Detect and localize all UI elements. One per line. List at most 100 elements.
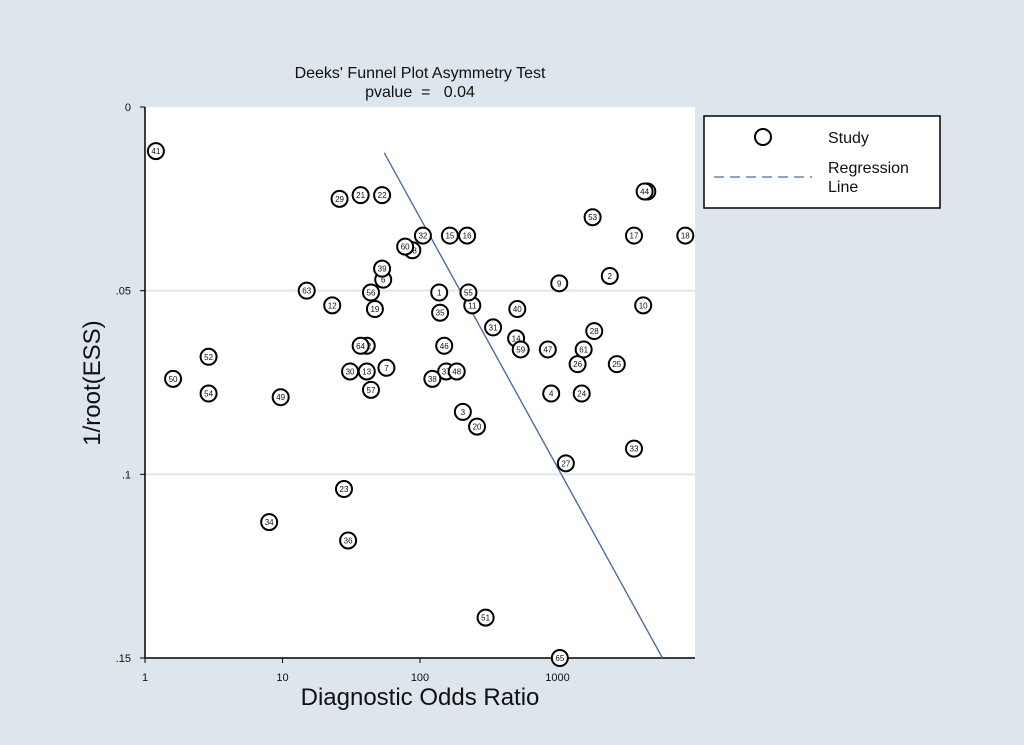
study-point: 28	[585, 322, 604, 341]
study-point: 24	[572, 384, 591, 403]
y-axis-title: 1/root(ESS)	[79, 320, 106, 445]
study-point-marker	[624, 439, 643, 458]
study-point-label: 24	[577, 390, 586, 399]
study-point: 4	[542, 384, 561, 403]
study-point: 23	[334, 480, 353, 499]
study-point: 44	[635, 182, 654, 201]
study-point: 9	[550, 274, 569, 293]
study-point-marker	[476, 608, 495, 627]
study-point-marker	[447, 362, 466, 381]
study-point-marker	[199, 384, 218, 403]
study-point-marker	[624, 226, 643, 245]
study-point-label: 57	[367, 386, 376, 395]
study-point: 27	[556, 454, 575, 473]
study-point-marker	[607, 355, 626, 374]
study-point: 52	[199, 347, 218, 366]
study-point-label: 30	[346, 367, 355, 376]
study-point-marker	[271, 388, 290, 407]
study-point: 61	[574, 340, 593, 359]
study-point: 64	[351, 336, 370, 355]
legend-study-label: Study	[828, 130, 869, 147]
study-point-label: 41	[151, 147, 160, 156]
study-point-label: 9	[557, 279, 562, 288]
study-point: 49	[271, 388, 290, 407]
study-point-marker	[430, 283, 449, 302]
study-point-label: 56	[367, 289, 376, 298]
study-point-label: 34	[265, 518, 274, 527]
study-point-label: 63	[302, 287, 311, 296]
study-point-marker	[508, 300, 527, 319]
study-point-label: 44	[640, 187, 649, 196]
study-point-label: 15	[445, 232, 454, 241]
study-point: 40	[508, 300, 527, 319]
study-point-marker	[458, 226, 477, 245]
study-point-label: 64	[356, 342, 365, 351]
study-point: 33	[624, 439, 643, 458]
study-point-marker	[361, 380, 380, 399]
study-point: 53	[583, 208, 602, 227]
study-point-label: 29	[335, 195, 344, 204]
study-point-label: 18	[681, 232, 690, 241]
study-point-label: 28	[590, 327, 599, 336]
study-point: 31	[484, 318, 503, 337]
study-point-marker	[511, 340, 530, 359]
study-point: 29	[330, 189, 349, 208]
study-point: 30	[341, 362, 360, 381]
study-point-marker	[199, 347, 218, 366]
study-point: 26	[568, 355, 587, 374]
study-point-label: 32	[418, 232, 427, 241]
study-point-marker	[585, 322, 604, 341]
legend-line-label-2: Line	[828, 179, 858, 196]
x-tick-label: 1000	[545, 672, 569, 684]
y-tick-label: .1	[122, 469, 131, 481]
study-point-marker	[351, 186, 370, 205]
study-point-label: 23	[340, 485, 349, 494]
study-point-label: 27	[561, 459, 570, 468]
study-point: 48	[447, 362, 466, 381]
study-point-label: 52	[204, 353, 213, 362]
study-point: 7	[377, 358, 396, 377]
study-point-marker	[146, 142, 165, 161]
study-point: 21	[351, 186, 370, 205]
study-point: 19	[365, 300, 384, 319]
study-point: 34	[260, 513, 279, 532]
study-point-label: 26	[573, 360, 582, 369]
study-point: 47	[538, 340, 557, 359]
study-point-label: 7	[384, 364, 389, 373]
study-point: 56	[361, 283, 380, 302]
study-point-marker	[634, 296, 653, 315]
study-point-label: 1	[437, 289, 442, 298]
study-point-label: 36	[344, 536, 353, 545]
study-point-label: 31	[489, 323, 498, 332]
study-point-marker	[568, 355, 587, 374]
study-point: 10	[634, 296, 653, 315]
study-point-marker	[351, 336, 370, 355]
study-point: 20	[468, 417, 487, 436]
study-point-label: 4	[549, 390, 554, 399]
study-point: 1	[430, 283, 449, 302]
study-point: 17	[624, 226, 643, 245]
y-tick-label: .15	[116, 653, 131, 665]
study-point-marker	[583, 208, 602, 227]
study-point-marker	[431, 303, 450, 322]
study-point-label: 50	[169, 375, 178, 384]
study-point-label: 20	[473, 423, 482, 432]
study-point-marker	[484, 318, 503, 337]
x-tick-label: 10	[276, 672, 288, 684]
study-point-marker	[635, 182, 654, 201]
study-point-label: 16	[463, 232, 472, 241]
study-point-marker	[297, 281, 316, 300]
study-point: 25	[607, 355, 626, 374]
study-point: 51	[476, 608, 495, 627]
study-point-marker	[377, 358, 396, 377]
study-point-marker	[440, 226, 459, 245]
study-point-marker	[453, 402, 472, 421]
x-tick-label: 1	[142, 672, 148, 684]
study-point-label: 33	[630, 445, 639, 454]
study-point: 54	[199, 384, 218, 403]
study-point-marker	[361, 283, 380, 302]
study-point: 57	[361, 380, 380, 399]
study-point: 39	[373, 259, 392, 278]
study-point-label: 53	[588, 213, 597, 222]
study-point-label: 22	[378, 191, 387, 200]
